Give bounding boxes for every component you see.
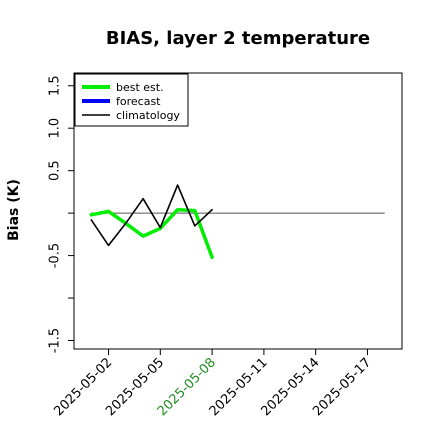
series-line-climatology <box>90 184 213 247</box>
y-tick-label: -0.5 <box>48 243 63 268</box>
legend-label-climatology: climatology <box>116 109 180 122</box>
y-tick-label: 0.5 <box>48 160 63 181</box>
legend: best est. forecast climatology <box>74 73 189 127</box>
y-axis-label: Bias (K) <box>6 179 22 241</box>
axis-ticks: -1.5-0.50.51.01.52025-05-022025-05-05202… <box>48 75 375 419</box>
y-tick-label: 1.0 <box>48 118 63 139</box>
y-tick-label: 1.5 <box>48 75 63 96</box>
y-tick-label: -1.5 <box>48 328 63 353</box>
plot-area <box>89 184 385 260</box>
chart-title: BIAS, layer 2 temperature <box>106 28 370 49</box>
series-line-best-est <box>89 207 214 260</box>
legend-label-best-est: best est. <box>116 81 164 94</box>
plot-frame <box>73 72 403 350</box>
legend-label-forecast: forecast <box>116 95 161 108</box>
